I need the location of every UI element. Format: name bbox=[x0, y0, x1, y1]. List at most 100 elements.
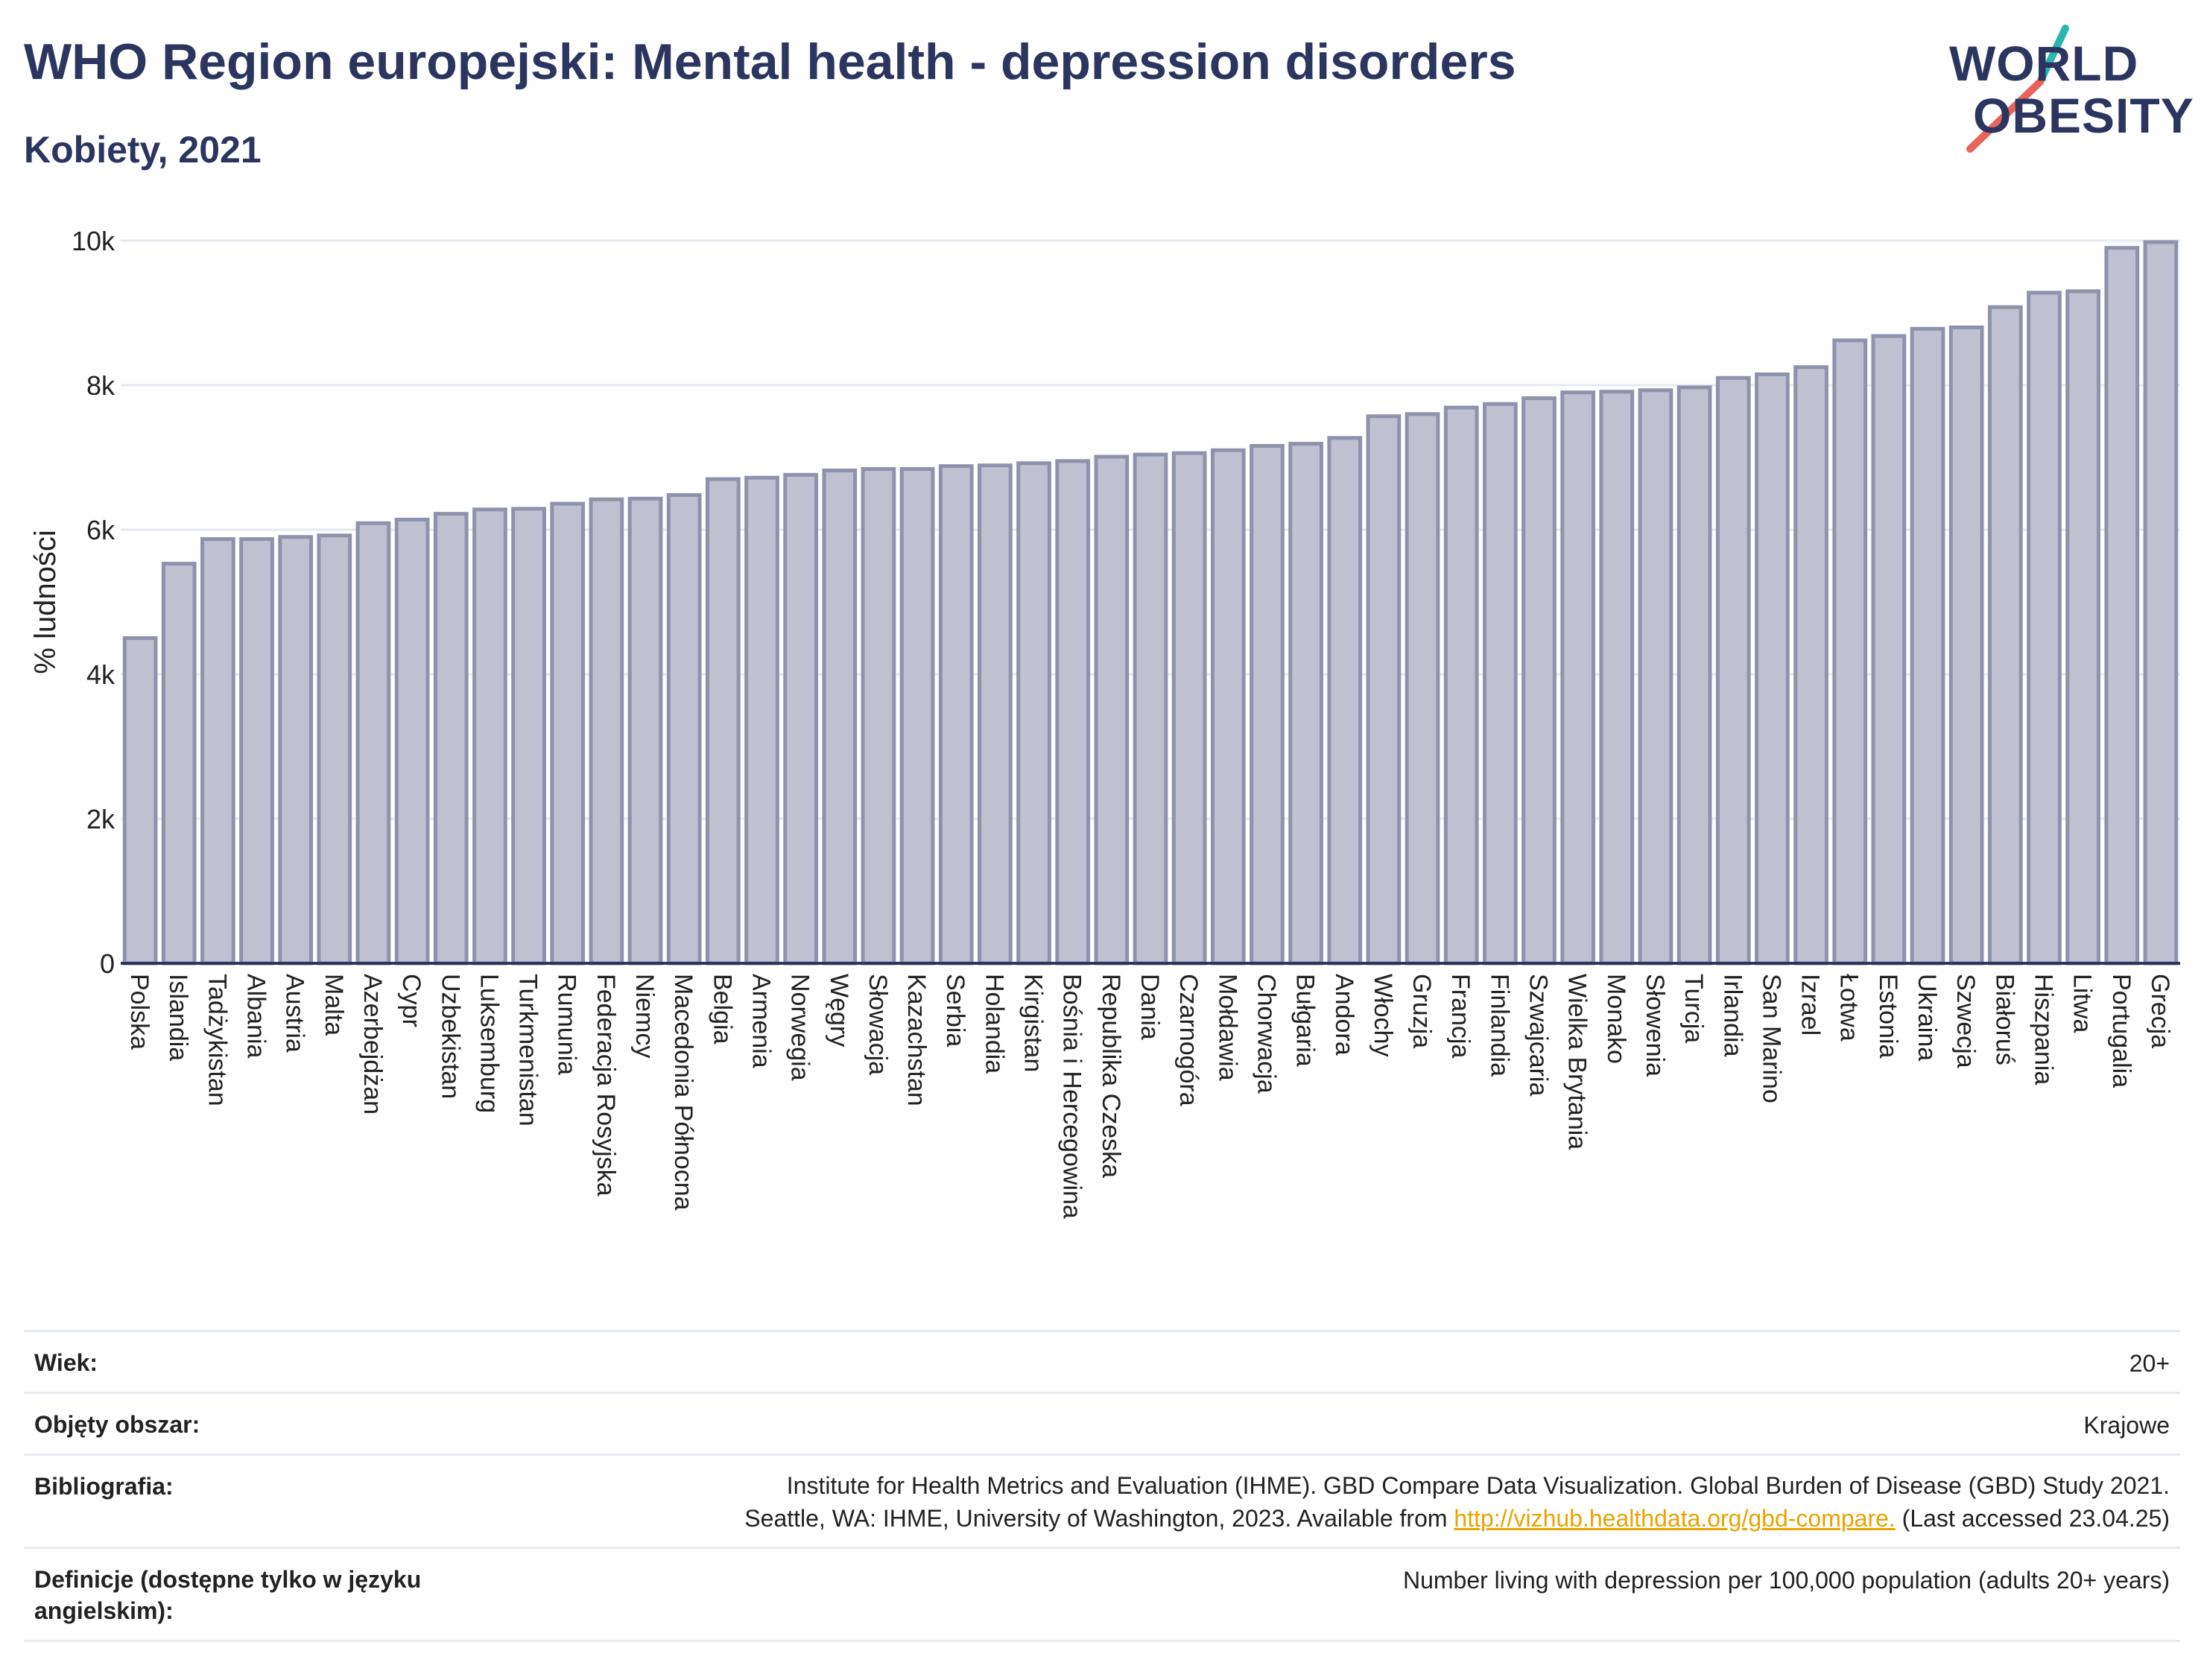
bar bbox=[2104, 246, 2140, 966]
x-tick-label: Serbia bbox=[941, 974, 969, 1047]
x-tick-label: Szwajcaria bbox=[1524, 974, 1553, 1096]
x-tick-label: Słowenia bbox=[1641, 974, 1669, 1077]
x-tick-label: Cypr bbox=[397, 974, 425, 1027]
bar bbox=[1987, 305, 2023, 966]
x-tick-label: Macedonia Północna bbox=[669, 974, 697, 1211]
bar bbox=[1482, 402, 1518, 966]
x-tick-label: Uzbekistan bbox=[436, 974, 464, 1099]
x-tick-label: Monako bbox=[1602, 974, 1630, 1064]
x-tick-label: Federacja Rosyjska bbox=[592, 974, 620, 1196]
bar bbox=[861, 467, 896, 966]
x-tick-label: Bułgaria bbox=[1291, 974, 1320, 1067]
bar bbox=[394, 517, 430, 966]
x-tick-label: Izrael bbox=[1796, 974, 1825, 1036]
meta-row-bibliography: Bibliografia: Institute for Health Metri… bbox=[24, 1456, 2180, 1549]
meta-value-age: 20+ bbox=[2129, 1350, 2170, 1377]
bibliography-line1: Institute for Health Metrics and Evaluat… bbox=[786, 1472, 2170, 1499]
logo-line2: OBESITY bbox=[1973, 88, 2194, 143]
x-tick-label: Gruzja bbox=[1407, 974, 1436, 1048]
bar bbox=[1560, 390, 1596, 966]
x-tick-label: Belgia bbox=[708, 974, 736, 1045]
x-tick-label: Bośnia i Hercegowina bbox=[1058, 974, 1086, 1219]
bar bbox=[589, 497, 624, 966]
y-tick-label: 2k bbox=[86, 804, 115, 834]
bar bbox=[433, 512, 469, 966]
x-tick-label: Rumunia bbox=[553, 974, 581, 1075]
meta-table: Wiek: 20+ Objęty obszar: Krajowe Bibliog… bbox=[24, 1330, 2180, 1642]
x-tick-label: Chorwacja bbox=[1252, 974, 1280, 1094]
bar bbox=[200, 537, 235, 966]
meta-row-age: Wiek: 20+ bbox=[24, 1332, 2180, 1394]
x-tick-label: Norwegia bbox=[786, 974, 814, 1081]
x-tick-label: Portugalia bbox=[2107, 974, 2135, 1088]
meta-label-coverage: Objęty obszar: bbox=[34, 1411, 200, 1438]
meta-value-definitions: Number living with depression per 100,00… bbox=[1402, 1567, 2170, 1594]
y-tick-label: 0 bbox=[100, 948, 115, 979]
bar bbox=[1094, 454, 1130, 966]
x-tick-label: Tadżykistan bbox=[203, 974, 231, 1106]
x-tick-label: Czarnogóra bbox=[1174, 974, 1203, 1106]
bibliography-line2-pre: Seattle, WA: IHME, University of Washing… bbox=[744, 1505, 1454, 1532]
bibliography-link[interactable]: http://vizhub.healthdata.org/gbd-compare… bbox=[1454, 1505, 1896, 1532]
x-tick-label: Włochy bbox=[1369, 974, 1397, 1056]
bar bbox=[1638, 388, 1673, 966]
x-tick-label: Andora bbox=[1330, 974, 1358, 1056]
bar bbox=[627, 496, 663, 966]
bar bbox=[2027, 291, 2062, 966]
x-tick-label: Dania bbox=[1136, 974, 1164, 1040]
x-tick-label: Turkmenistan bbox=[514, 974, 542, 1126]
bar bbox=[550, 501, 586, 966]
x-tick-label: Litwa bbox=[2068, 974, 2097, 1033]
x-tick-label: Azerbejdżan bbox=[358, 974, 387, 1115]
x-tick-label: Armenia bbox=[747, 974, 775, 1068]
bar bbox=[161, 562, 197, 966]
x-tick-label: Mołdawia bbox=[1213, 974, 1241, 1081]
x-tick-label: Grecja bbox=[2146, 974, 2174, 1048]
bar bbox=[1133, 452, 1168, 966]
x-tick-label: Holandia bbox=[980, 974, 1008, 1074]
bar bbox=[1521, 396, 1557, 966]
bar bbox=[2065, 289, 2100, 966]
bar bbox=[938, 464, 974, 966]
x-tick-label: Islandia bbox=[164, 974, 192, 1061]
x-tick-label: Finlandia bbox=[1485, 974, 1513, 1077]
bar bbox=[899, 467, 935, 966]
x-tick-label: Irlandia bbox=[1718, 974, 1747, 1057]
bar bbox=[317, 533, 352, 966]
x-tick-label: Republika Czeska bbox=[1097, 974, 1125, 1178]
y-tick-label: 4k bbox=[86, 659, 115, 690]
meta-row-coverage: Objęty obszar: Krajowe bbox=[24, 1394, 2180, 1456]
page-subtitle: Kobiety, 2021 bbox=[24, 129, 262, 171]
meta-row-definitions: Definicje (dostępne tylko w języku angie… bbox=[24, 1549, 2180, 1642]
logo-line1: WORLD bbox=[1949, 36, 2139, 91]
bar bbox=[239, 537, 274, 966]
bar bbox=[2143, 240, 2179, 966]
bar bbox=[1443, 405, 1479, 966]
y-tick-label: 10k bbox=[72, 226, 115, 256]
bar bbox=[783, 472, 819, 966]
x-tick-label: Szwecja bbox=[1951, 974, 1980, 1068]
bar bbox=[666, 492, 702, 966]
bar bbox=[1715, 375, 1751, 966]
bar-chart: 0 2k 4k 6k 8k 10k % ludności Polska Islandia Tadż… bbox=[29, 226, 2180, 1219]
x-tick-label: Luksemburg bbox=[475, 974, 503, 1113]
bar bbox=[978, 463, 1013, 966]
bar bbox=[1871, 334, 1907, 966]
bar bbox=[744, 475, 779, 966]
world-obesity-logo: WORLD OBESITY bbox=[1937, 22, 2194, 156]
y-tick-label: 6k bbox=[86, 515, 115, 545]
bar bbox=[1599, 390, 1635, 966]
bar bbox=[1055, 459, 1091, 966]
x-tick-label: Kirgistan bbox=[1019, 974, 1048, 1072]
x-tick-label: Łotwa bbox=[1835, 974, 1863, 1042]
x-tick-label: Kazachstan bbox=[902, 974, 931, 1106]
bar bbox=[1366, 414, 1402, 966]
bar bbox=[472, 507, 507, 966]
x-tick-label: Polska bbox=[125, 974, 153, 1050]
bar bbox=[1288, 442, 1323, 966]
y-tick-label: 8k bbox=[86, 370, 115, 401]
bar bbox=[1676, 385, 1712, 966]
bar bbox=[822, 468, 858, 966]
meta-label-age: Wiek: bbox=[34, 1349, 98, 1376]
logo-slash-icon bbox=[1966, 25, 2069, 153]
